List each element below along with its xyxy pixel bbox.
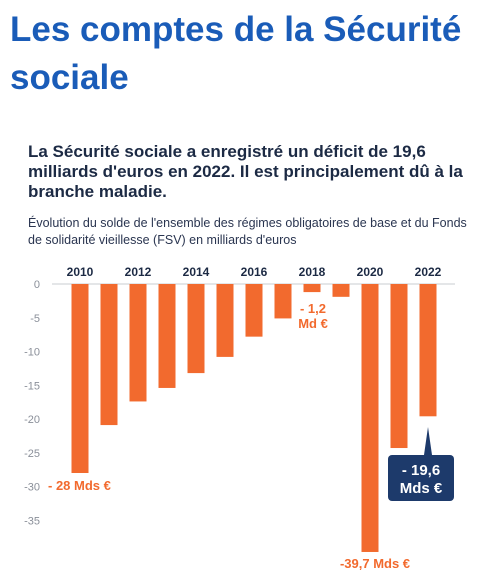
bar-2012: [129, 284, 147, 402]
bar-2011: [100, 284, 118, 426]
bar-2016: [245, 284, 263, 337]
bar-2017: [274, 284, 292, 319]
bar-2013: [158, 284, 176, 388]
bar-2018: [303, 284, 321, 293]
y-tick-label: -30: [24, 482, 40, 494]
annotation-2020: -39,7 Mds €: [340, 556, 410, 571]
y-tick-label: -15: [24, 380, 40, 392]
year-label-2016: 2016: [241, 265, 268, 279]
annotation-2022-pointer: [424, 427, 432, 455]
annotation-2022-line2: Mds €: [400, 480, 443, 497]
y-tick-label: -20: [24, 414, 40, 426]
annotation-2022-line1: - 19,6: [402, 462, 440, 479]
bar-2014: [187, 284, 205, 374]
year-label-2012: 2012: [125, 265, 152, 279]
annotation-2018-line1: - 1,2: [300, 301, 326, 316]
page-title: Les comptes de la Sécurité sociale: [10, 10, 462, 97]
bar-2019: [332, 284, 350, 297]
y-tick-label: -35: [24, 515, 40, 527]
bar-2020: [361, 284, 379, 552]
y-tick-label: 0: [34, 279, 40, 291]
bar-2015: [216, 284, 234, 357]
annotation-2022-box: [388, 455, 454, 501]
bar-2010: [71, 284, 89, 473]
y-tick-label: -5: [30, 313, 40, 325]
chart-subtitle: La Sécurité sociale a enregistré un défi…: [28, 142, 463, 201]
y-tick-label: -10: [24, 347, 40, 359]
year-label-2020: 2020: [357, 265, 384, 279]
annotation-2018-line2: Md €: [298, 316, 328, 331]
annotation-2010: - 28 Mds €: [48, 478, 111, 493]
year-label-2010: 2010: [67, 265, 94, 279]
year-label-2014: 2014: [183, 265, 210, 279]
year-label-2022: 2022: [415, 265, 442, 279]
year-label-2018: 2018: [299, 265, 326, 279]
bar-2021: [390, 284, 408, 449]
chart-caption: Évolution du solde de l'ensemble des rég…: [28, 216, 467, 247]
bar-2022: [419, 284, 437, 417]
y-tick-label: -25: [24, 448, 40, 460]
annotation-2010-backing: [46, 478, 120, 493]
